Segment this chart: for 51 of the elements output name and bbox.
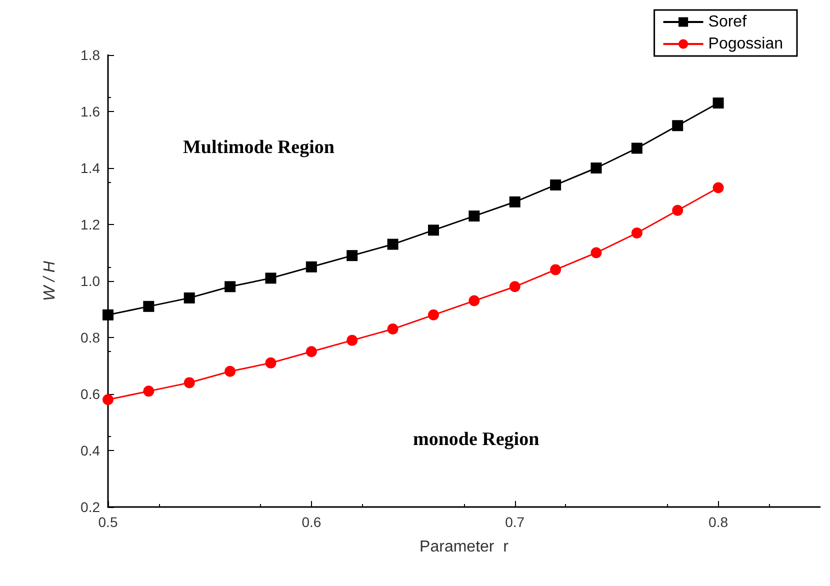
point <box>428 224 439 236</box>
point <box>143 386 154 397</box>
point <box>550 179 562 190</box>
y-tick-label: 0.6 <box>80 386 100 402</box>
point <box>184 377 195 388</box>
point <box>712 98 724 109</box>
x-axis-title: Parameter r <box>420 538 510 556</box>
point <box>387 324 398 335</box>
point <box>346 250 358 262</box>
point <box>306 346 317 358</box>
legend-label: Pogossian <box>708 36 783 52</box>
y-tick-label: 1.2 <box>80 216 100 232</box>
y-axis-title: W / H <box>42 260 58 301</box>
point <box>143 300 154 312</box>
x-tick-label: 0.6 <box>302 514 322 530</box>
point <box>468 210 480 222</box>
x-tick-label: 0.5 <box>98 514 118 530</box>
y-tick-label: 1.0 <box>80 273 100 289</box>
y-tick-label: 1.6 <box>80 104 100 120</box>
point <box>631 142 642 154</box>
point <box>712 182 724 194</box>
point <box>550 264 562 276</box>
point <box>590 247 602 258</box>
point <box>672 120 684 132</box>
point <box>509 281 520 292</box>
y-tick-label: 0.8 <box>80 330 100 346</box>
point <box>224 281 236 292</box>
x-tick-label: 0.7 <box>505 514 525 530</box>
point <box>224 366 236 377</box>
y-tick-label: 1.8 <box>80 47 100 63</box>
annotation: monode Region <box>413 429 540 450</box>
point <box>672 204 684 216</box>
y-tick-label: 0.2 <box>80 499 100 515</box>
point <box>631 227 642 238</box>
point <box>102 394 114 406</box>
point <box>184 292 195 304</box>
annotation: Multimode Region <box>183 137 335 158</box>
point <box>102 309 114 320</box>
y-tick-label: 1.4 <box>80 160 100 176</box>
point <box>387 238 398 250</box>
point <box>306 261 317 272</box>
point <box>265 272 276 284</box>
point <box>468 295 480 306</box>
legend-label: Soref <box>708 14 748 30</box>
point <box>509 196 520 208</box>
x-tick-label: 0.8 <box>708 514 728 530</box>
point <box>590 162 602 174</box>
y-tick-label: 0.4 <box>80 442 100 458</box>
point <box>428 309 439 320</box>
point <box>346 334 358 346</box>
point <box>265 357 276 368</box>
